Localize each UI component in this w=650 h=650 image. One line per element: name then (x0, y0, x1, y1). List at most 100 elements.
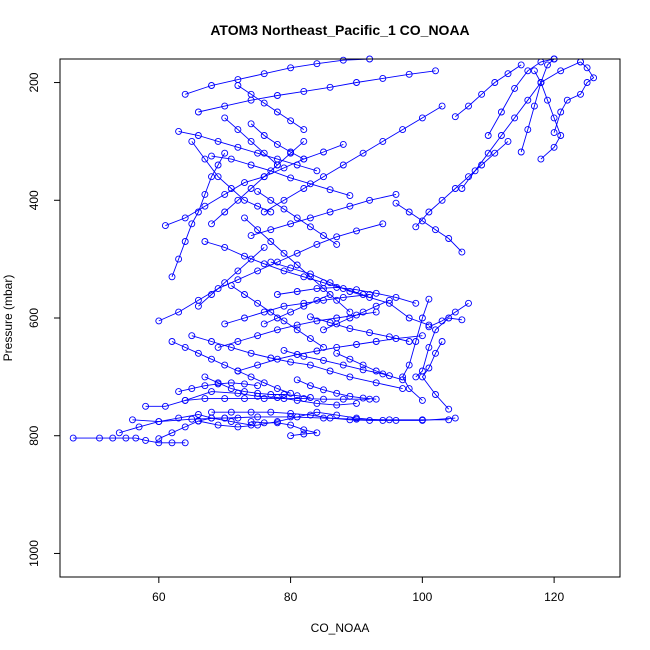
data-point (293, 249, 301, 257)
data-point (458, 316, 466, 324)
data-point (326, 83, 334, 91)
data-point (458, 248, 466, 256)
data-point (188, 332, 196, 340)
data-point (438, 102, 446, 110)
data-point (333, 320, 341, 328)
data-point (300, 273, 308, 281)
x-tick-label: 60 (152, 590, 166, 604)
data-point (577, 90, 584, 98)
data-point (221, 414, 229, 422)
data-point (234, 276, 242, 284)
data-point (267, 208, 275, 216)
data-point (273, 419, 281, 427)
data-point (208, 388, 215, 396)
data-point (432, 67, 439, 75)
data-point (445, 405, 453, 413)
data-point (234, 126, 242, 134)
series-line (428, 302, 469, 328)
data-point (300, 137, 308, 145)
series-line (251, 421, 318, 437)
data-point (155, 317, 163, 325)
data-point (306, 214, 314, 222)
y-axis-label: Pressure (mbar) (1, 275, 15, 362)
data-point (333, 401, 341, 409)
data-point (188, 220, 196, 228)
data-point (293, 376, 301, 384)
data-point (306, 335, 314, 343)
data-point (181, 343, 189, 351)
data-point (260, 320, 268, 328)
data-point (465, 102, 472, 110)
data-point (241, 196, 248, 204)
data-point (320, 414, 327, 422)
data-point (346, 314, 354, 322)
data-point (497, 108, 505, 116)
data-point (451, 185, 459, 192)
data-point (260, 70, 268, 78)
data-point (385, 416, 393, 424)
series-line (297, 379, 377, 400)
data-point (273, 385, 281, 393)
data-point (504, 137, 512, 145)
y-tick-label: 400 (27, 190, 41, 210)
data-point (287, 264, 295, 272)
data-point (418, 396, 426, 404)
data-point (392, 416, 400, 424)
data-point (260, 132, 268, 139)
data-point (227, 185, 235, 192)
data-point (405, 314, 413, 322)
data-point (267, 167, 275, 175)
series-line (185, 58, 370, 95)
data-point (313, 60, 321, 68)
data-point (326, 208, 334, 216)
data-point (372, 289, 380, 297)
data-point (267, 391, 275, 398)
series-line (257, 191, 337, 245)
data-point (254, 226, 262, 234)
data-point (385, 296, 393, 304)
data-point (353, 414, 360, 422)
data-point (379, 137, 387, 145)
data-point (300, 126, 308, 134)
data-point (346, 192, 354, 200)
data-point (353, 227, 360, 235)
series-line (191, 141, 271, 213)
x-axis: 60 80 100 120 (152, 576, 564, 604)
series-line (263, 105, 443, 213)
series-line (270, 261, 430, 326)
series-line (520, 58, 555, 153)
data-point (287, 148, 295, 156)
data-point (201, 395, 209, 403)
data-point (208, 414, 215, 422)
data-point (214, 173, 222, 181)
data-point (175, 388, 183, 396)
data-point (333, 389, 341, 397)
data-point (280, 249, 288, 257)
data-point (497, 132, 505, 139)
data-point (339, 395, 347, 403)
data-point (247, 349, 255, 357)
data-point (267, 408, 275, 416)
data-point (372, 367, 380, 375)
y-tick-label: 1000 (27, 540, 41, 567)
data-point (241, 252, 248, 260)
data-point (418, 416, 426, 424)
data-point (471, 167, 479, 175)
data-point (273, 140, 281, 148)
data-point (221, 114, 229, 122)
data-point (280, 302, 288, 310)
data-point (478, 161, 486, 169)
data-point (372, 379, 380, 387)
data-point (287, 421, 295, 429)
series-line (185, 391, 357, 406)
data-point (544, 96, 551, 104)
data-point (234, 196, 242, 204)
data-point (280, 267, 288, 275)
data-point (320, 173, 327, 181)
data-point (260, 260, 268, 268)
data-point (293, 288, 301, 295)
data-point (142, 402, 150, 410)
data-point (379, 74, 387, 82)
data-point (405, 338, 413, 345)
data-point (392, 190, 400, 198)
